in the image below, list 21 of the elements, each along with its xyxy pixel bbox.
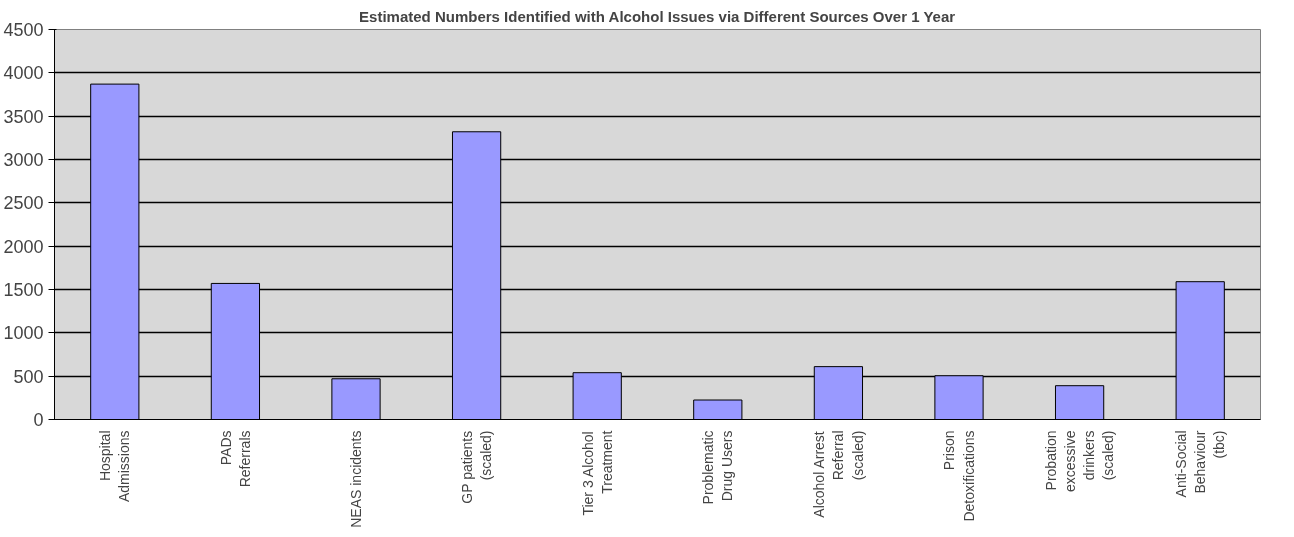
chart-title: Estimated Numbers Identified with Alcohol Issues via Different Sources Over 1 Year	[359, 7, 956, 25]
x-tick-label: GP patients (scaled)	[459, 430, 495, 504]
x-tick-label: NEAS incidents	[348, 430, 364, 528]
x-tick-label: Probation excessive drinkers (scaled)	[1042, 430, 1117, 492]
y-tick-label: 4500	[3, 20, 44, 40]
y-tick-label: 0	[33, 410, 44, 430]
y-tick-label: 500	[13, 366, 44, 387]
y-tick-label: 2500	[3, 193, 44, 214]
x-tick-label: Prison Detoxifications	[941, 430, 977, 522]
y-tick-label: 3500	[3, 106, 44, 127]
x-tick-label: Anti-Social Behaviour (tbc)	[1173, 430, 1228, 498]
x-tick-label: PADs Referrals	[217, 430, 253, 488]
y-tick-label: 1500	[3, 280, 44, 300]
y-tick-label: 3000	[3, 150, 44, 170]
y-tick-label: 4000	[3, 63, 44, 84]
x-tick-label: Problematic Drug Users	[700, 430, 736, 505]
x-tick-label: Tier 3 Alcohol Treatment	[579, 430, 615, 516]
x-tick-label: Hospital Admissions	[97, 430, 133, 503]
y-tick-label: 2000	[3, 236, 44, 257]
y-tick-label: 1000	[3, 323, 44, 344]
x-tick-label: Alcohol Arrest Referral (scaled)	[811, 430, 866, 518]
